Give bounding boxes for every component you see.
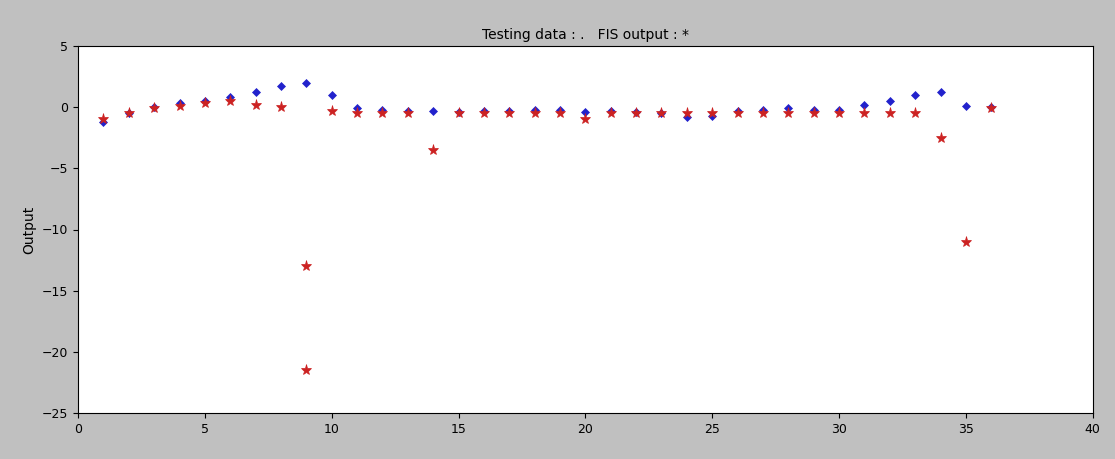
Title: Testing data : .   FIS output : *: Testing data : . FIS output : * [482,28,689,42]
Y-axis label: Output: Output [22,205,37,254]
